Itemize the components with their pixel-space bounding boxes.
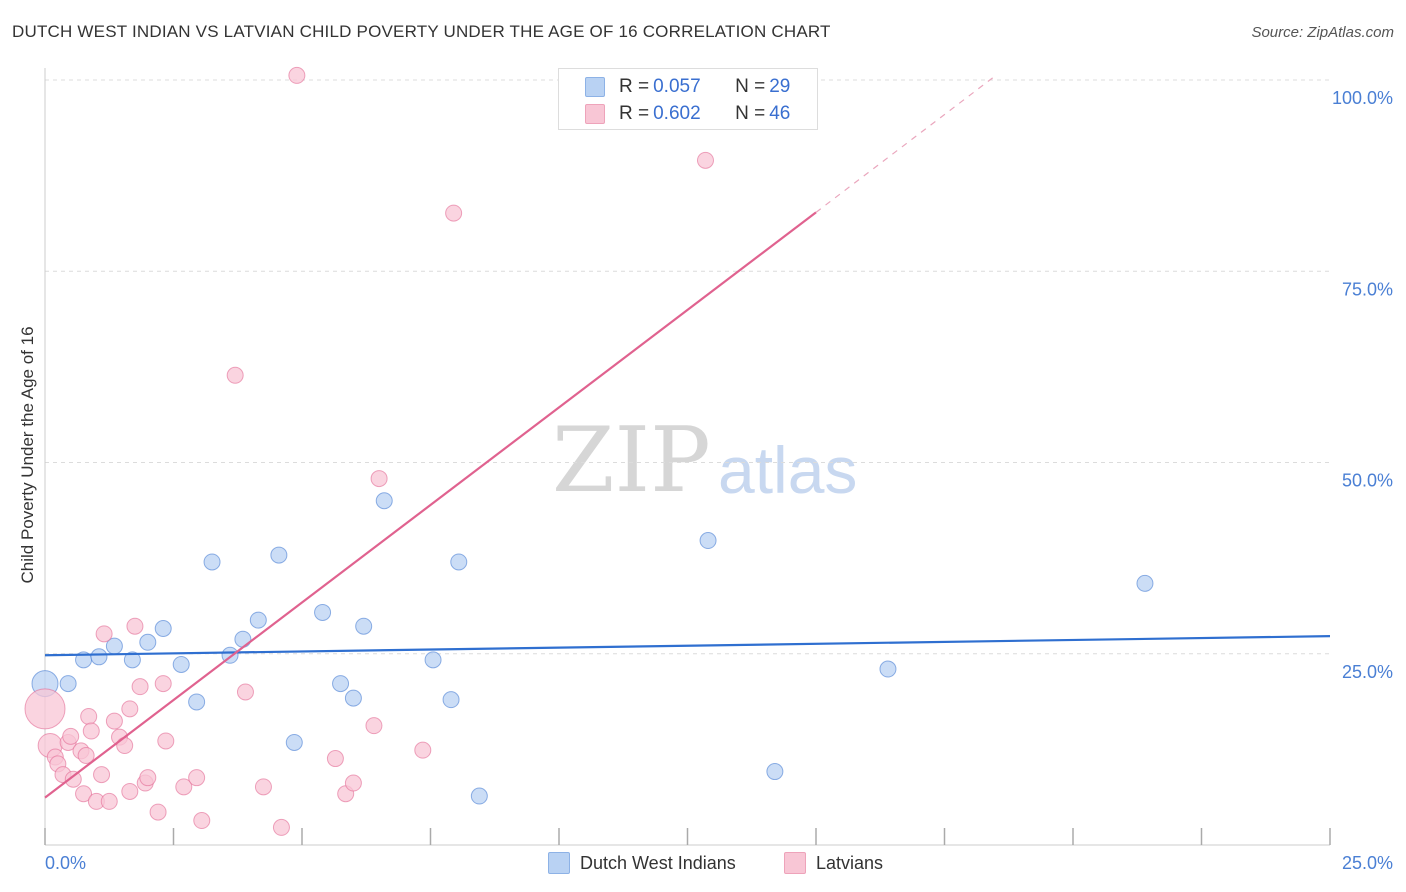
point-dutch-west-indians [188,693,206,711]
point-latvians [226,366,244,384]
chart-title: DUTCH WEST INDIAN VS LATVIAN CHILD POVER… [12,22,831,41]
point-dutch-west-indians [90,648,108,666]
point-latvians [121,700,139,718]
point-latvians [370,470,388,488]
legend-r-value: 0.602 [653,103,701,124]
point-dutch-west-indians [139,633,157,651]
point-latvians [75,785,93,803]
point-latvians [80,707,98,725]
point-dutch-west-indians [375,492,393,510]
point-latvians [193,812,211,830]
correlation-legend: R = 0.057 N = 29 R = 0.602 N = 46 [558,68,818,130]
trendline-dutch-west-indians [44,635,1331,657]
point-latvians [175,778,193,796]
point-dutch-west-indians [442,691,460,709]
legend-swatch-pink [585,104,605,124]
watermark-zip: ZIP [552,408,711,513]
bottom-legend-swatch-blue [548,852,570,874]
point-dutch-west-indians [424,651,442,669]
legend-row-latvians: R = 0.602 N = 46 [585,102,791,126]
legend-row-dutch-west-indians: R = 0.057 N = 29 [585,75,791,99]
point-dutch-west-indians [699,532,717,550]
point-dutch-west-indians [766,763,784,781]
point-latvians [365,717,383,735]
point-latvians [100,792,118,810]
point-dutch-west-indians [314,603,332,621]
bottom-legend-label: Dutch West Indians [580,852,736,873]
legend-r-value: 0.057 [653,76,701,97]
point-latvians [188,769,206,787]
trendline-latvians-extension [815,74,997,213]
point-latvians [272,818,290,836]
point-dutch-west-indians [879,660,897,678]
trendline-latvians [44,211,817,799]
legend-r-label: R = [619,76,650,97]
x-tick-label: 0.0% [45,853,86,873]
watermark-atlas: atlas [718,433,858,507]
point-dutch-west-indians [249,611,267,629]
source-credit: Source: ZipAtlas.com [1251,24,1394,41]
point-latvians [77,746,95,764]
point-dutch-west-indians [344,689,362,707]
point-dutch-west-indians [59,675,77,693]
point-latvians [344,774,362,792]
point-dutch-west-indians [154,620,172,638]
legend-n-label: N = [735,76,766,97]
point-latvians [696,151,714,169]
point-latvians [64,770,82,788]
bottom-legend-latvians: Latvians [784,852,883,874]
point-dutch-west-indians [355,617,373,635]
bottom-legend-dutch-west-indians: Dutch West Indians [548,852,736,874]
point-dutch-west-indians [470,787,488,805]
point-dutch-west-indians [270,546,288,564]
point-latvians [236,683,254,701]
legend-n-value: 46 [769,103,791,124]
legend-swatch-blue [585,77,605,97]
legend-n-label: N = [735,103,766,124]
y-tick-label: 75.0% [1342,279,1393,299]
point-latvians [149,803,167,821]
point-latvians [126,617,144,635]
point-dutch-west-indians [234,630,252,648]
point-latvians [154,675,172,693]
point-latvians [82,722,100,740]
point-dutch-west-indians [450,553,468,571]
point-latvians [254,778,272,796]
point-latvians [326,750,344,768]
point-dutch-west-indians [285,733,303,751]
bottom-legend-label: Latvians [816,852,884,873]
point-dutch-west-indians [203,553,221,571]
point-latvians [414,741,432,759]
point-latvians [139,769,157,787]
point-dutch-west-indians [1136,574,1154,592]
x-tick-label: 25.0% [1342,853,1393,873]
point-latvians [95,625,113,643]
legend-n-value: 29 [769,76,791,97]
point-latvians [116,737,134,755]
point-latvians [93,766,111,784]
point-dutch-west-indians [123,651,141,669]
point-latvians [288,66,306,84]
point-dutch-west-indians [172,655,190,673]
point-latvians [157,732,175,750]
point-latvians [24,688,66,730]
legend-r-label: R = [619,103,650,124]
point-latvians [62,727,80,745]
y-tick-label: 100.0% [1332,88,1393,108]
y-tick-label: 25.0% [1342,662,1393,682]
point-dutch-west-indians [332,675,350,693]
bottom-legend-swatch-pink [784,852,806,874]
point-latvians [445,204,463,222]
y-tick-label: 50.0% [1342,471,1393,491]
point-latvians [105,712,123,730]
point-latvians [121,782,139,800]
point-latvians [131,678,149,696]
